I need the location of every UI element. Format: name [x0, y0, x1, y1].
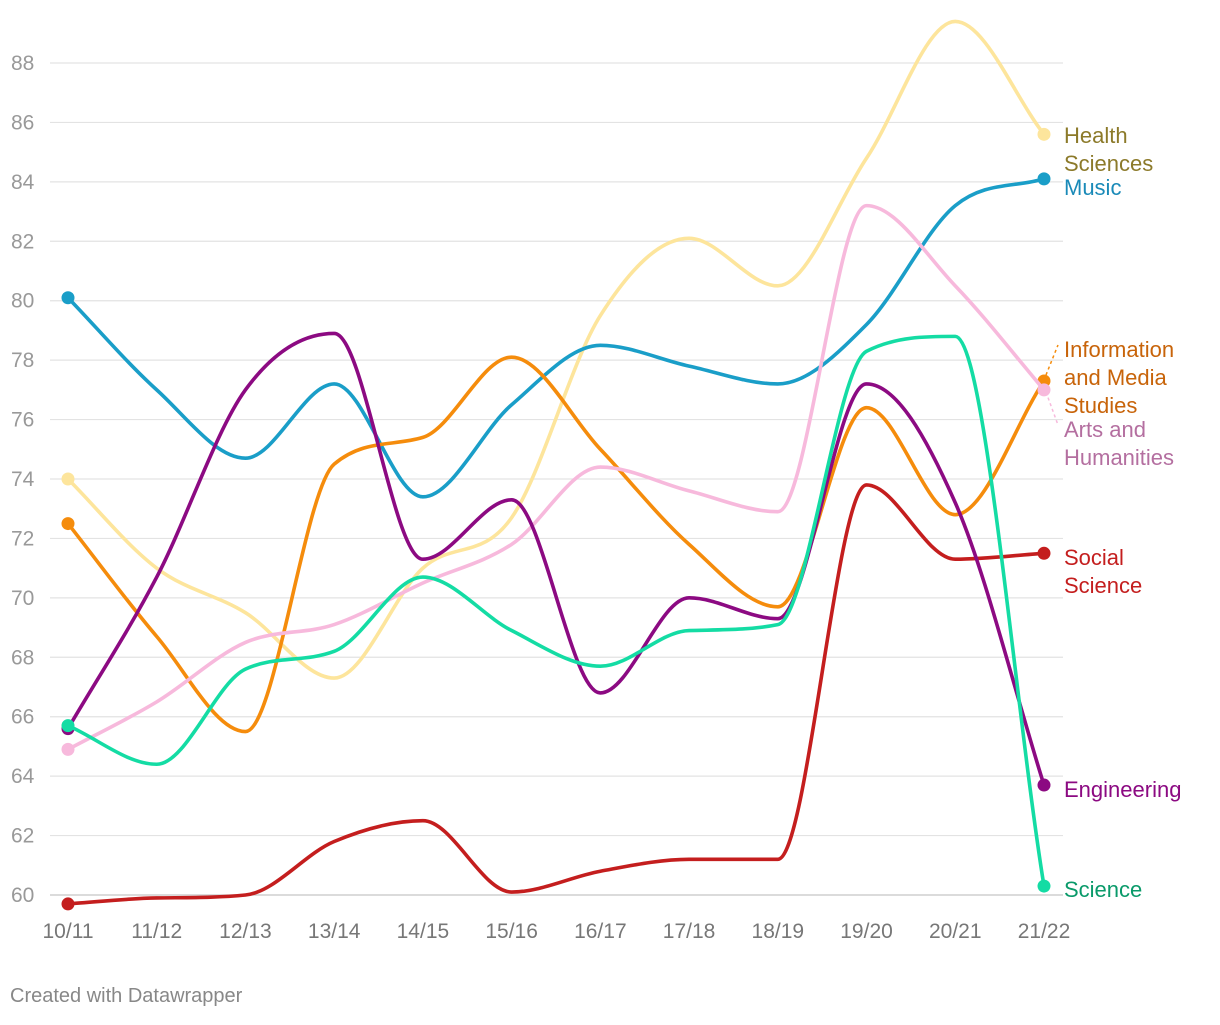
x-tick-label: 12/13	[219, 920, 272, 943]
series-line-music	[66, 177, 1046, 499]
series-point-music	[1037, 172, 1051, 186]
y-tick-label: 62	[11, 825, 34, 848]
y-tick-label: 66	[11, 706, 34, 729]
y-tick-label: 76	[11, 409, 34, 432]
series-point-science	[1037, 879, 1051, 893]
x-tick-label: 20/21	[929, 920, 982, 943]
series-line-science	[66, 334, 1046, 888]
label-leader-line	[1045, 344, 1059, 376]
y-tick-label: 82	[11, 230, 34, 253]
series-lines	[61, 19, 1051, 911]
series-label-social-science: Social Science	[1064, 545, 1142, 598]
series-label-information-and-media-studies: Information and Media Studies	[1064, 337, 1174, 418]
x-tick-label: 11/12	[131, 920, 182, 943]
y-tick-label: 78	[11, 349, 34, 372]
series-line-health-sciences	[66, 19, 1046, 680]
series-line-engineering	[66, 331, 1046, 787]
series-line-social-science	[66, 483, 1046, 906]
series-label-science: Science	[1064, 877, 1142, 902]
y-tick-label: 68	[11, 646, 34, 669]
series-label-line: Sciences	[1064, 151, 1153, 176]
series-point-health-sciences	[1037, 127, 1051, 141]
x-tick-label: 10/11	[43, 920, 94, 943]
series-point-arts-and-humanities	[1037, 383, 1051, 397]
series-point-arts-and-humanities	[61, 742, 75, 756]
x-tick-label: 18/19	[752, 920, 805, 943]
series-label-line: Health	[1064, 123, 1128, 148]
y-tick-label: 84	[11, 171, 35, 194]
x-tick-label: 13/14	[308, 920, 361, 943]
series-point-engineering	[1037, 778, 1051, 792]
series-label-line: Music	[1064, 175, 1121, 200]
series-line-arts-and-humanities	[66, 203, 1046, 752]
series-label-health-sciences: Health Sciences	[1064, 123, 1153, 176]
x-axis: 10/11 11/12 12/13 13/14 14/15 15/16 16/17 17/18…	[43, 920, 1071, 943]
series-point-social-science	[61, 897, 75, 911]
y-tick-label: 88	[11, 52, 34, 75]
series-point-information-and-media-studies	[61, 517, 75, 531]
series-label-arts-and-humanities: Arts and Humanities	[1064, 417, 1174, 470]
series-label-engineering: Engineering	[1064, 777, 1181, 802]
y-tick-label: 86	[11, 111, 34, 134]
series-label-line: Humanities	[1064, 445, 1174, 470]
y-tick-label: 80	[11, 290, 34, 313]
series-label-line: Arts and	[1064, 417, 1146, 442]
series-label-music: Music	[1064, 175, 1121, 200]
x-tick-label: 15/16	[485, 920, 538, 943]
series-point-social-science	[1037, 546, 1051, 560]
y-tick-label: 70	[11, 587, 34, 610]
y-tick-label: 64	[11, 765, 35, 788]
x-tick-label: 21/22	[1018, 920, 1071, 943]
series-point-science	[61, 719, 75, 733]
series-point-health-sciences	[61, 472, 75, 486]
y-axis: 60 62 64 66 68 70 72 74 76 78 80 82 84 86 88	[11, 52, 35, 907]
series-line-information-and-media-studies	[66, 355, 1046, 734]
credit-text: Created with Datawrapper	[10, 985, 243, 1007]
series-label-line: Engineering	[1064, 777, 1181, 802]
y-tick-label: 60	[11, 884, 34, 907]
x-tick-label: 14/15	[397, 920, 450, 943]
series-label-line: Studies	[1064, 393, 1137, 418]
series-label-line: Science	[1064, 573, 1142, 598]
series-label-line: Information	[1064, 337, 1174, 362]
y-tick-label: 72	[11, 527, 34, 550]
series-point-music	[61, 291, 75, 305]
x-tick-label: 17/18	[663, 920, 716, 943]
x-tick-label: 19/20	[840, 920, 893, 943]
x-tick-label: 16/17	[574, 920, 627, 943]
series-label-line: and Media	[1064, 365, 1168, 390]
series-label-line: Social	[1064, 545, 1124, 570]
y-tick-label: 74	[11, 468, 35, 491]
series-label-line: Science	[1064, 877, 1142, 902]
